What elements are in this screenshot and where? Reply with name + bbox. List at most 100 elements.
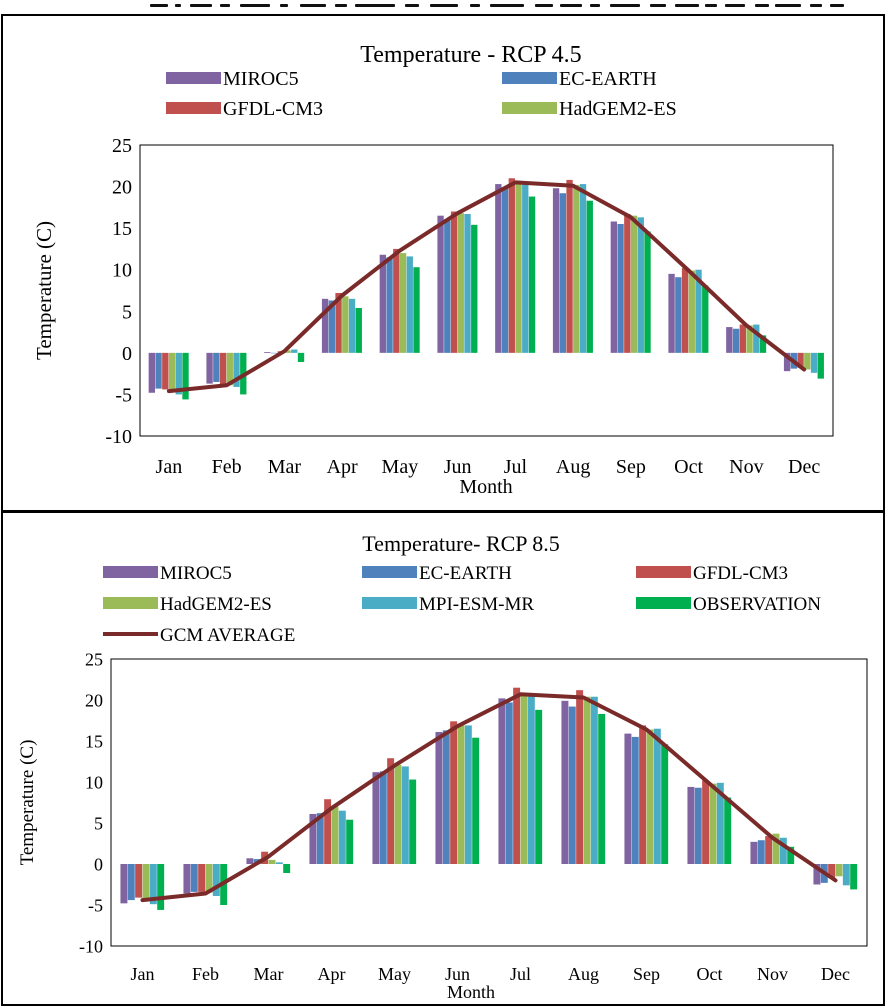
bar (583, 696, 591, 864)
bar (444, 218, 451, 353)
bar (212, 864, 220, 896)
bar (675, 277, 682, 353)
bar (716, 782, 724, 864)
bar (401, 766, 409, 864)
bar (668, 273, 675, 353)
bar (264, 352, 271, 353)
cropped-text-mark (280, 4, 288, 7)
y-tick-label: -10 (79, 936, 103, 956)
bar (765, 836, 773, 864)
x-tick-label: Apr (327, 456, 358, 478)
cropped-text-mark (430, 4, 458, 7)
bar (639, 725, 647, 864)
chart-panel-rcp45: Temperature - RCP 4.5 MIROC5 EC-EARTH GFDL-… (1, 14, 885, 512)
cropped-text-mark (405, 4, 419, 7)
bar (813, 864, 821, 885)
bar (513, 687, 521, 864)
chart-title: Temperature - RCP 4.5 (360, 42, 581, 68)
cropped-text-mark (775, 4, 801, 7)
bar (630, 215, 638, 353)
bar (631, 736, 639, 864)
bar (394, 764, 402, 864)
cropped-text-mark (355, 4, 395, 7)
bar (559, 193, 566, 353)
x-tick-label: Nov (757, 964, 788, 984)
bar (379, 254, 386, 353)
x-tick-label: Jul (504, 456, 528, 478)
bar (797, 352, 804, 368)
x-axis-label: Month (447, 982, 495, 1002)
bar (399, 253, 407, 353)
cropped-text-mark (705, 4, 717, 7)
bar (457, 725, 465, 864)
bar (275, 862, 283, 864)
bar (576, 690, 584, 864)
bar (520, 693, 528, 864)
bar (694, 787, 702, 864)
bar (175, 352, 182, 395)
bar (435, 731, 443, 864)
bar (471, 224, 478, 353)
bar (205, 864, 213, 893)
x-tick-label: Oct (674, 456, 703, 478)
bar (246, 858, 254, 864)
bar (501, 188, 509, 353)
y-tick-label: 20 (112, 177, 132, 199)
legend-swatch (103, 566, 158, 578)
bar (646, 729, 654, 864)
cropped-text-mark (335, 4, 347, 7)
bar (450, 211, 458, 353)
bar (498, 698, 506, 864)
rcp85-chart-svg: Temperature- RCP 8.5 MIROC5 EC-EARTH GFDL-C… (17, 531, 868, 1002)
bar (522, 182, 529, 353)
bar (335, 292, 342, 353)
bar (346, 819, 354, 864)
y-tick-label: 5 (94, 813, 103, 833)
bar (568, 706, 576, 864)
bar (759, 335, 767, 353)
bar (213, 352, 220, 382)
legend-label: EC-EARTH (419, 563, 512, 584)
bar (321, 298, 329, 353)
bar (406, 256, 413, 353)
legend-label: GFDL-CM3 (223, 98, 323, 120)
bar (566, 179, 573, 353)
x-tick-label: Sep (616, 456, 646, 478)
cropped-text-mark (755, 4, 769, 7)
bar (316, 813, 324, 864)
bar (515, 180, 522, 353)
y-tick-label: 5 (122, 301, 132, 323)
cropped-text-mark (175, 4, 181, 7)
bar (268, 859, 276, 864)
bar (702, 285, 709, 353)
legend-label: EC-EARTH (559, 68, 657, 90)
bar (182, 352, 189, 400)
x-tick-label: Sep (633, 964, 660, 984)
cropped-text-mark (725, 4, 745, 7)
bar (149, 864, 157, 905)
rcp45-chart-svg: Temperature - RCP 4.5 MIROC5 EC-EARTH GFDL-… (32, 42, 834, 498)
cropped-text-mark (490, 4, 524, 7)
bar (168, 352, 176, 392)
chart-title: Temperature- RCP 8.5 (362, 531, 559, 556)
bar (387, 758, 395, 864)
legend-label: GCM AVERAGE (160, 625, 295, 646)
bar (724, 797, 732, 864)
y-tick-label: -5 (115, 384, 132, 406)
bar (644, 231, 651, 353)
y-axis-label: Temperature (C) (17, 740, 38, 866)
cropped-text-mark (590, 4, 600, 7)
bar (661, 744, 669, 864)
legend-swatch (166, 72, 221, 84)
cropped-text-mark (150, 4, 168, 7)
bar (610, 221, 617, 353)
bar (355, 307, 362, 353)
cropped-text-mark (830, 4, 844, 7)
bar (617, 223, 624, 353)
bar (120, 864, 128, 904)
cropped-header-text (0, 0, 888, 14)
legend-label: HadGEM2-ES (160, 594, 272, 615)
x-tick-label: Dec (788, 456, 820, 478)
x-tick-label: Mar (254, 964, 284, 984)
bar (393, 248, 400, 353)
